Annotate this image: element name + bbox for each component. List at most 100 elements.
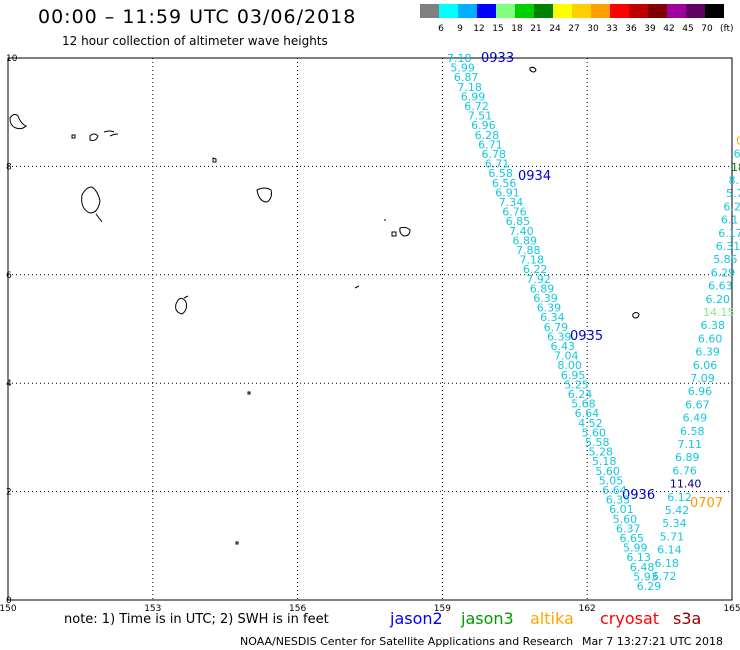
wave-height-label: 7.18	[520, 254, 545, 267]
wave-height-label: 6.28	[475, 129, 500, 142]
wave-height-label: 6.56	[492, 177, 517, 190]
wave-height-label: 5.25	[564, 378, 589, 391]
wave-height-label: 5.18	[592, 455, 617, 468]
wave-height-label: 7.04	[554, 350, 579, 363]
island	[89, 130, 119, 141]
wave-height-label: 6.89	[675, 451, 700, 464]
wave-height-label: 6.34	[540, 311, 565, 324]
colorbar-tick: 33	[606, 24, 617, 34]
wave-height-label: 5.60	[595, 465, 620, 478]
satellite-legend-jason3: jason3	[461, 609, 514, 628]
x-tick-label: 156	[289, 604, 306, 614]
colorbar-tick: 30	[587, 24, 599, 34]
wave-height-label: 6.85	[506, 215, 530, 228]
wave-height-label: 5.60	[582, 426, 607, 439]
y-tick-label: 2	[6, 488, 12, 498]
wave-height-label: 6.48	[630, 561, 655, 574]
colorbar-tick: 12	[473, 24, 484, 34]
wave-height-label: 0	[736, 134, 740, 147]
wave-height-label: 6.39	[537, 302, 562, 315]
colorbar-swatch	[496, 4, 515, 18]
wave-height-label: 5.34	[662, 517, 687, 530]
colorbar-tick: 27	[568, 24, 579, 34]
wave-height-label: 5.71	[660, 530, 685, 543]
wave-height-label: 8.	[729, 174, 740, 187]
wave-height-label: 6.33	[606, 494, 631, 507]
wave-height-label: 7.40	[509, 225, 533, 238]
colorbar-tick: 39	[644, 24, 656, 34]
island	[384, 219, 411, 237]
wave-height-label: 6.64	[602, 484, 627, 497]
wave-height-label: 6.39	[547, 330, 572, 343]
colorbar-tick: 45	[682, 24, 693, 34]
y-tick-label: 0	[6, 596, 12, 606]
page-title: 00:00 – 11:59 UTC 03/06/2018	[38, 6, 357, 28]
x-tick-label: 165	[723, 604, 740, 614]
wave-height-label: 7.18	[457, 81, 482, 94]
colorbar-swatch	[458, 4, 477, 18]
map-grid	[7, 57, 733, 601]
colorbar-tick: 9	[457, 24, 463, 34]
wave-height-label: 6.18	[655, 557, 680, 570]
colorbar-swatch	[420, 4, 439, 18]
wave-height-label: 6.64	[575, 407, 600, 420]
colorbar-swatch	[591, 4, 610, 18]
wave-height-label: 5.42	[665, 504, 690, 517]
wave-height-label: 6.38	[701, 319, 726, 332]
satellite-legend-cryosat: cryosat	[600, 609, 660, 628]
colorbar-swatch	[667, 4, 686, 18]
wave-height-label: 7.18	[447, 52, 472, 65]
track-time-label: 0934	[518, 169, 551, 184]
colorbar-swatch	[534, 4, 553, 18]
wave-height-label: 6.99	[461, 90, 486, 103]
wave-height-label: 6	[734, 148, 740, 161]
wave-height-label: 6.58	[488, 167, 513, 180]
track-labels: 093309340935093607077.185.996.877.186.99…	[447, 51, 740, 593]
colorbar-tick: 24	[549, 24, 561, 34]
wave-height-label: 14.15	[703, 306, 735, 319]
wave-height-label: 7.09	[690, 372, 715, 385]
wave-height-label: 7.88	[516, 244, 541, 257]
wave-height-label: 6.87	[454, 71, 479, 84]
wave-height-label: 7.92	[526, 273, 551, 286]
x-tick-label: 150	[0, 604, 17, 614]
wave-height-label: 6.06	[693, 359, 718, 372]
colorbar-tick: 6	[438, 24, 444, 34]
footer-timestamp: Mar 7 13:27:21 UTC 2018	[582, 635, 723, 648]
wave-height-label: 6.95	[561, 369, 586, 382]
track-time-label: 0935	[570, 329, 603, 344]
track-time-label: 0936	[622, 488, 655, 503]
wave-height-label: 5.99	[450, 62, 475, 75]
colorbar: 6 9 12 15 18 21 24 27 30 33 36 39 42 45 70 (ft)	[420, 4, 734, 34]
page-subtitle: 12 hour collection of altimeter wave hei…	[62, 34, 328, 48]
wave-height-label: 5.7	[726, 187, 740, 200]
wave-height-label: 6.76	[502, 206, 527, 219]
wave-height-label: 6.79	[544, 321, 569, 334]
wave-height-label: 6.31	[716, 240, 740, 253]
island	[529, 66, 537, 73]
wave-height-label: 6.60	[698, 332, 723, 345]
colorbar-swatch	[515, 4, 534, 18]
island	[175, 295, 189, 315]
y-tick-label: 10	[6, 54, 18, 64]
wave-height-label: 6.96	[688, 385, 713, 398]
wave-height-label: 6.2	[723, 200, 740, 213]
wave-height-label: 6.24	[568, 388, 593, 401]
island	[354, 285, 360, 289]
wave-height-map: 150 153 156 159 162 165 0 2 4 6 8 10 0933 0934 0935 09…	[0, 51, 740, 614]
x-tick-label: 153	[144, 604, 161, 614]
wave-height-label: 6.63	[708, 280, 733, 293]
wave-height-label: 6.01	[609, 503, 634, 516]
colorbar-tick: 15	[492, 24, 503, 34]
island	[81, 186, 103, 223]
wave-height-label: 6.12	[667, 491, 692, 504]
colorbar-swatch	[572, 4, 591, 18]
colorbar-tick: 42	[663, 24, 674, 34]
colorbar-tick: 18	[511, 24, 523, 34]
wave-height-label: 6.72	[652, 570, 677, 583]
wave-height-label: 6.71	[485, 158, 510, 171]
colorbar-swatch	[648, 4, 667, 18]
wave-height-label: 6.39	[533, 292, 558, 305]
wave-height-label: 6.71	[478, 138, 503, 151]
wave-height-label: 6.78	[482, 148, 507, 161]
